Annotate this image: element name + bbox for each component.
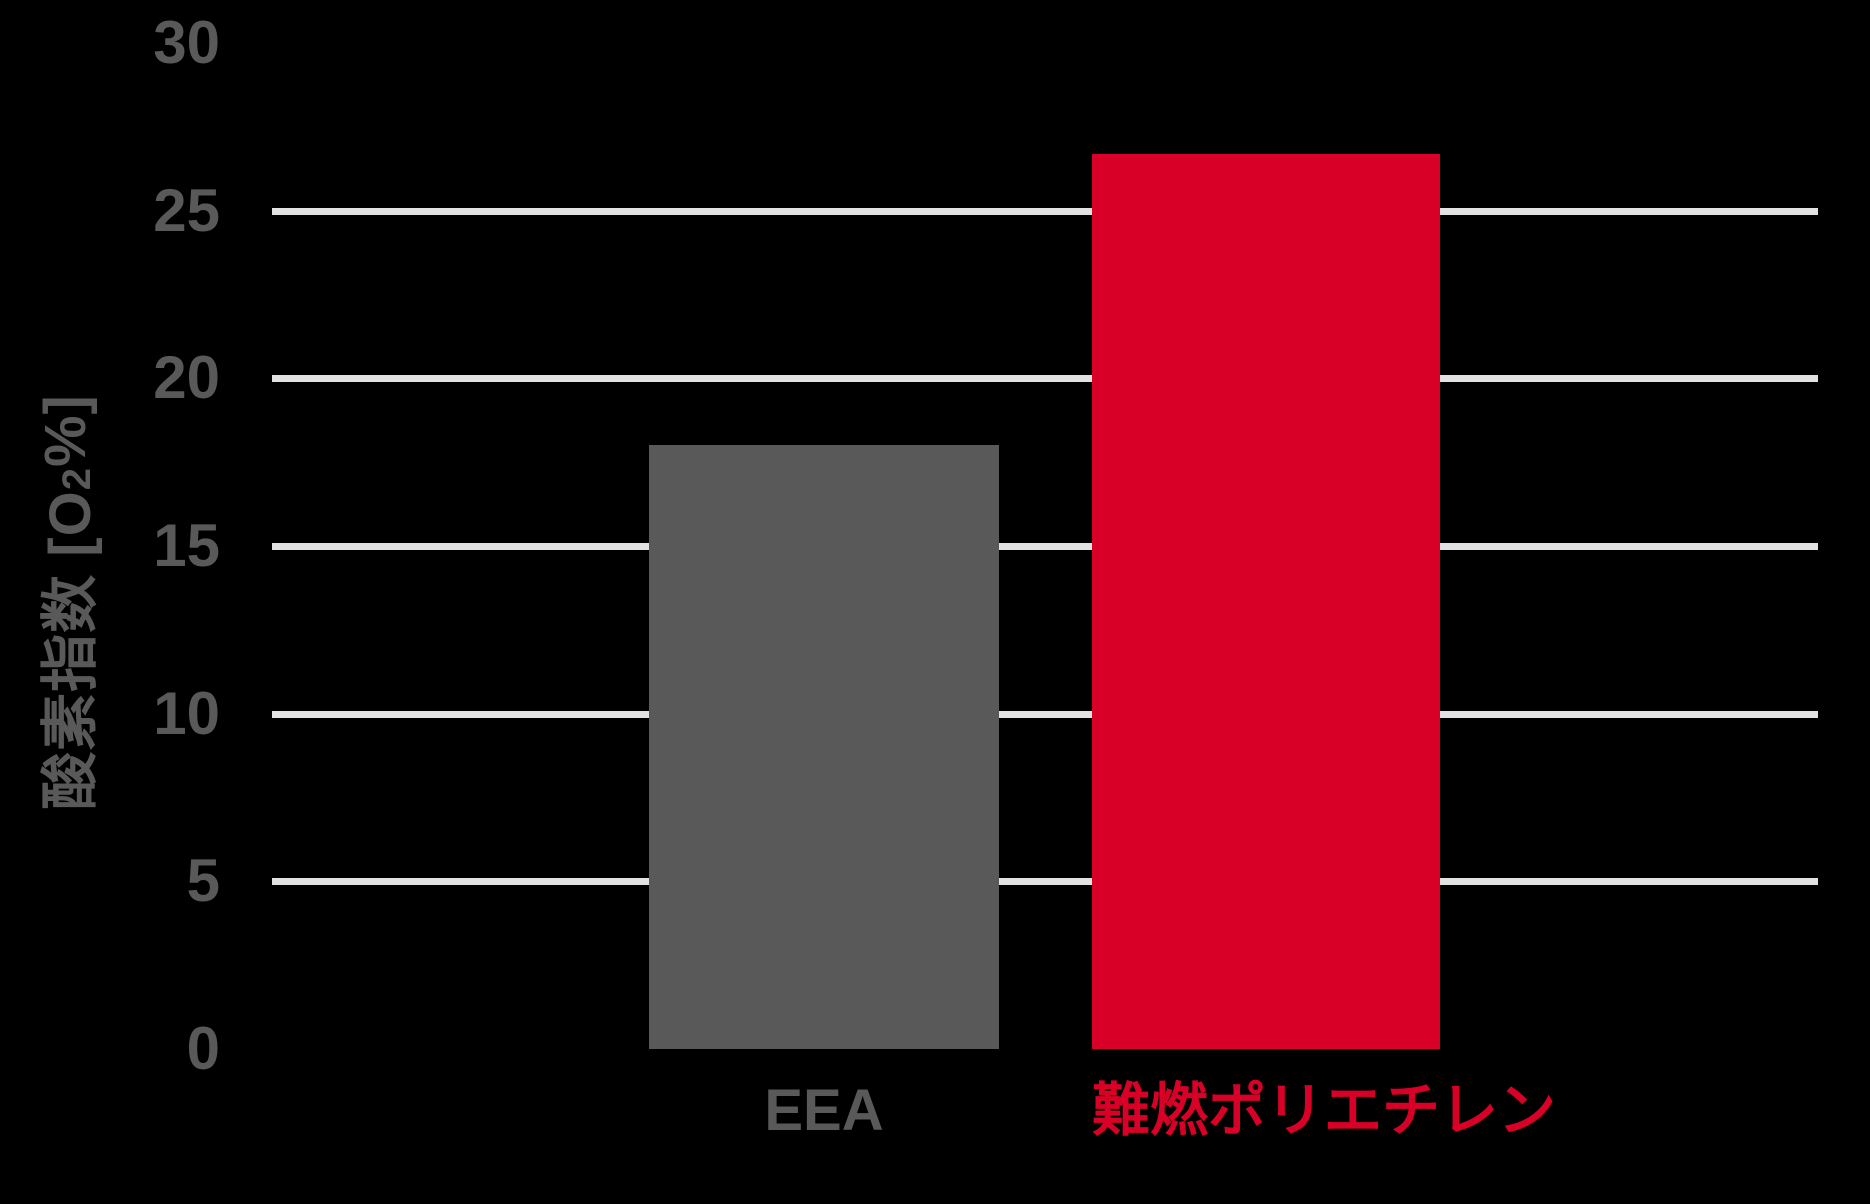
y-tick-label-30: 30 bbox=[153, 9, 220, 76]
gridline-15 bbox=[272, 543, 1818, 550]
y-tick-label-15: 15 bbox=[153, 512, 220, 579]
bar-2[interactable] bbox=[1092, 153, 1440, 1049]
gridline-25 bbox=[272, 207, 1818, 215]
gridline-20 bbox=[272, 375, 1818, 383]
y-tick-label-0: 0 bbox=[186, 1015, 220, 1082]
y-tick-label-10: 10 bbox=[153, 679, 220, 747]
category-label-1: EEA bbox=[764, 1078, 884, 1143]
y-axis-tick-labels: 0 5 10 15 20 25 30 bbox=[100, 0, 220, 1204]
category-label-2: 難燃ポリエチレン bbox=[1092, 1078, 1557, 1143]
gridline-10 bbox=[272, 710, 1818, 718]
y-tick-label-5: 5 bbox=[186, 847, 220, 915]
bar-1[interactable] bbox=[649, 445, 999, 1049]
y-tick-label-25: 25 bbox=[153, 176, 220, 244]
y-tick-label-20: 20 bbox=[153, 344, 220, 412]
gridlines bbox=[272, 0, 1818, 1204]
gridline-5 bbox=[272, 878, 1818, 886]
